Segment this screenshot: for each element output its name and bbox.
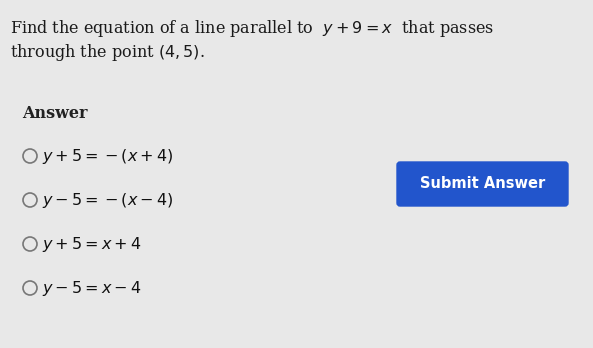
Text: $y + 5 = -(x + 4)$: $y + 5 = -(x + 4)$ <box>42 147 173 166</box>
Text: $y - 5 = -(x - 4)$: $y - 5 = -(x - 4)$ <box>42 190 173 209</box>
Text: Answer: Answer <box>22 105 88 122</box>
Text: through the point $(4, 5)$.: through the point $(4, 5)$. <box>10 42 205 63</box>
Text: $y - 5 = x - 4$: $y - 5 = x - 4$ <box>42 278 142 298</box>
Text: Submit Answer: Submit Answer <box>420 176 545 191</box>
Text: $y + 5 = x + 4$: $y + 5 = x + 4$ <box>42 235 142 253</box>
FancyBboxPatch shape <box>397 162 568 206</box>
Text: Find the equation of a line parallel to  $y + 9 = x$  that passes: Find the equation of a line parallel to … <box>10 18 494 39</box>
